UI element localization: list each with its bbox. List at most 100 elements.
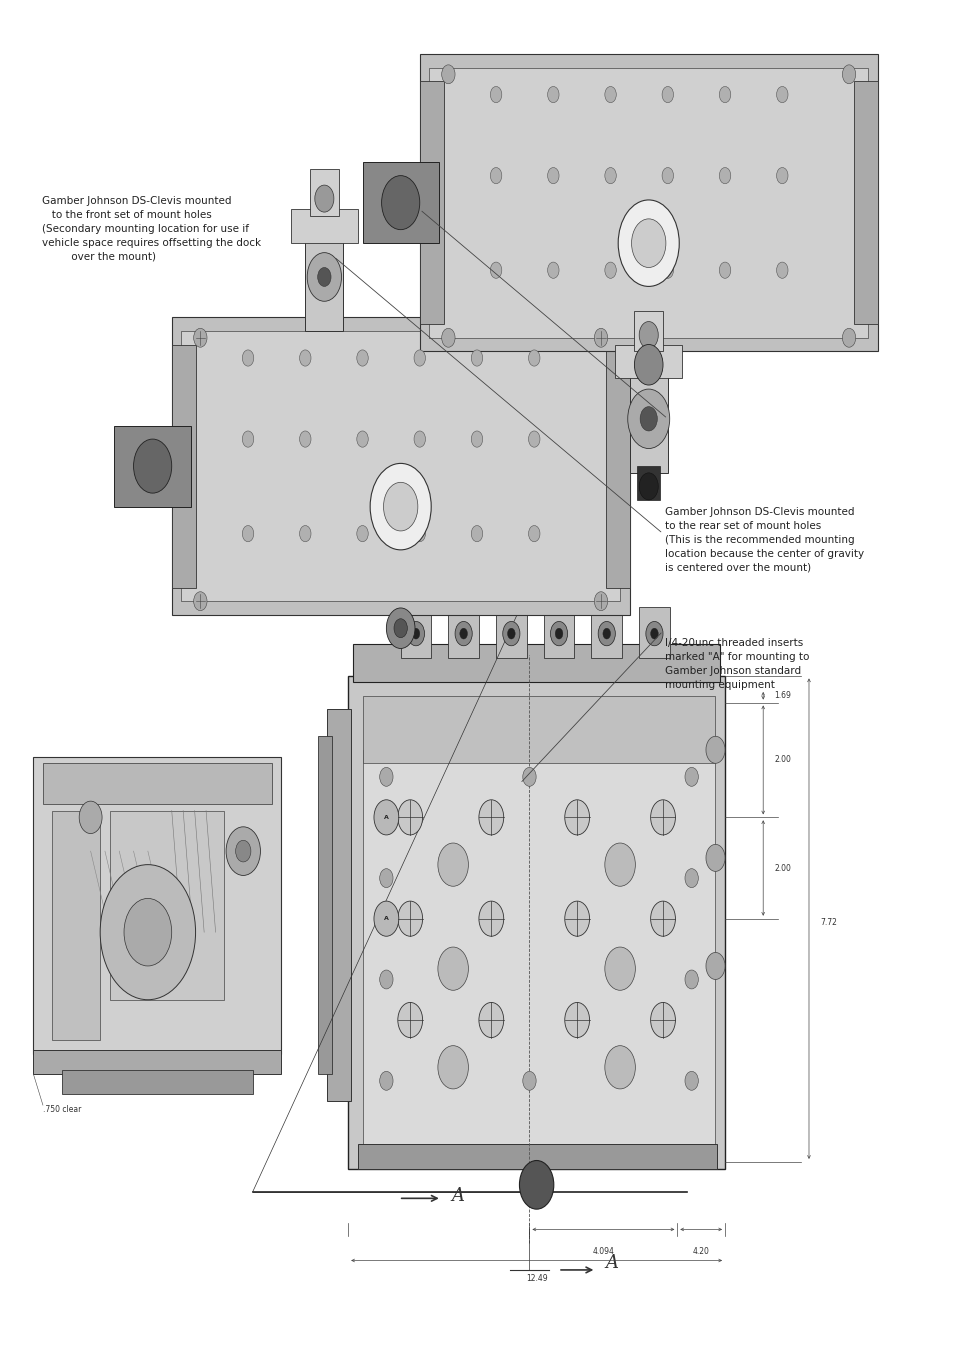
Circle shape <box>414 350 425 366</box>
FancyBboxPatch shape <box>353 644 720 682</box>
Circle shape <box>307 253 341 301</box>
FancyBboxPatch shape <box>605 345 629 588</box>
Circle shape <box>528 526 539 542</box>
Circle shape <box>602 628 610 639</box>
Circle shape <box>604 947 635 990</box>
FancyBboxPatch shape <box>362 162 438 243</box>
Circle shape <box>299 526 311 542</box>
FancyBboxPatch shape <box>181 331 619 601</box>
Circle shape <box>564 800 589 835</box>
Circle shape <box>478 901 503 936</box>
FancyBboxPatch shape <box>629 351 667 473</box>
Circle shape <box>100 865 195 1000</box>
Circle shape <box>705 844 724 871</box>
Circle shape <box>684 970 698 989</box>
Circle shape <box>705 952 724 979</box>
Circle shape <box>604 262 616 278</box>
Text: Gamber Johnson DS-Clevis mounted
   to the front set of mount holes
(Secondary m: Gamber Johnson DS-Clevis mounted to the … <box>42 196 261 262</box>
FancyBboxPatch shape <box>357 1144 717 1169</box>
Circle shape <box>639 407 657 431</box>
Circle shape <box>412 628 419 639</box>
Text: Gamber Johnson DS-Clevis mounted
to the rear set of mount holes
(This is the rec: Gamber Johnson DS-Clevis mounted to the … <box>664 507 863 573</box>
FancyBboxPatch shape <box>634 311 662 351</box>
FancyBboxPatch shape <box>362 750 715 1155</box>
Circle shape <box>627 389 669 449</box>
Circle shape <box>719 86 730 103</box>
Circle shape <box>394 619 407 638</box>
FancyBboxPatch shape <box>448 607 478 658</box>
FancyBboxPatch shape <box>615 345 681 378</box>
Circle shape <box>437 1046 468 1089</box>
FancyBboxPatch shape <box>591 607 621 658</box>
Circle shape <box>478 800 503 835</box>
Text: A: A <box>383 815 389 820</box>
Circle shape <box>661 262 673 278</box>
Circle shape <box>776 86 787 103</box>
Text: A: A <box>605 1254 618 1273</box>
Text: A: A <box>451 1186 464 1205</box>
Circle shape <box>317 267 331 286</box>
Circle shape <box>550 621 567 646</box>
Circle shape <box>441 65 455 84</box>
Circle shape <box>299 431 311 447</box>
FancyBboxPatch shape <box>419 81 443 324</box>
Text: 7.72: 7.72 <box>820 917 837 927</box>
FancyBboxPatch shape <box>110 811 224 1000</box>
Circle shape <box>518 1161 553 1209</box>
Text: 4.094: 4.094 <box>592 1247 614 1256</box>
FancyBboxPatch shape <box>52 811 100 1040</box>
Circle shape <box>242 431 253 447</box>
FancyBboxPatch shape <box>639 607 669 658</box>
FancyBboxPatch shape <box>317 736 332 1074</box>
Text: I/4-20unc threaded inserts
marked "A" for mounting to
Gamber Johnson standard
mo: I/4-20unc threaded inserts marked "A" fo… <box>664 638 808 689</box>
Circle shape <box>564 1002 589 1038</box>
FancyBboxPatch shape <box>327 709 351 1101</box>
FancyBboxPatch shape <box>33 757 281 1054</box>
Circle shape <box>661 86 673 103</box>
FancyBboxPatch shape <box>853 81 877 324</box>
Circle shape <box>650 800 675 835</box>
FancyBboxPatch shape <box>310 169 338 216</box>
Circle shape <box>776 168 787 184</box>
Text: .750 clear: .750 clear <box>43 1105 81 1115</box>
FancyBboxPatch shape <box>172 345 195 588</box>
Circle shape <box>471 350 482 366</box>
Circle shape <box>841 328 855 347</box>
Circle shape <box>604 843 635 886</box>
Circle shape <box>379 869 393 888</box>
Text: A: A <box>383 916 389 921</box>
Circle shape <box>645 621 662 646</box>
Circle shape <box>639 473 658 500</box>
Circle shape <box>455 621 472 646</box>
Circle shape <box>841 65 855 84</box>
Circle shape <box>397 800 422 835</box>
Text: 1.69: 1.69 <box>774 692 791 700</box>
Circle shape <box>522 1071 536 1090</box>
FancyBboxPatch shape <box>429 68 867 338</box>
Circle shape <box>397 901 422 936</box>
Circle shape <box>594 328 607 347</box>
Circle shape <box>437 843 468 886</box>
Circle shape <box>490 168 501 184</box>
Circle shape <box>133 439 172 493</box>
Circle shape <box>193 328 207 347</box>
Circle shape <box>299 350 311 366</box>
Circle shape <box>193 592 207 611</box>
Text: 2.00: 2.00 <box>774 863 791 873</box>
Circle shape <box>437 947 468 990</box>
FancyBboxPatch shape <box>637 466 659 500</box>
FancyBboxPatch shape <box>419 54 877 351</box>
Circle shape <box>478 1002 503 1038</box>
Circle shape <box>604 1046 635 1089</box>
Circle shape <box>604 168 616 184</box>
Circle shape <box>79 801 102 834</box>
Circle shape <box>631 219 665 267</box>
Circle shape <box>379 970 393 989</box>
Circle shape <box>441 328 455 347</box>
Circle shape <box>661 168 673 184</box>
Circle shape <box>242 350 253 366</box>
Circle shape <box>650 901 675 936</box>
Circle shape <box>383 482 417 531</box>
Circle shape <box>522 767 536 786</box>
Text: 12.49: 12.49 <box>525 1274 547 1283</box>
